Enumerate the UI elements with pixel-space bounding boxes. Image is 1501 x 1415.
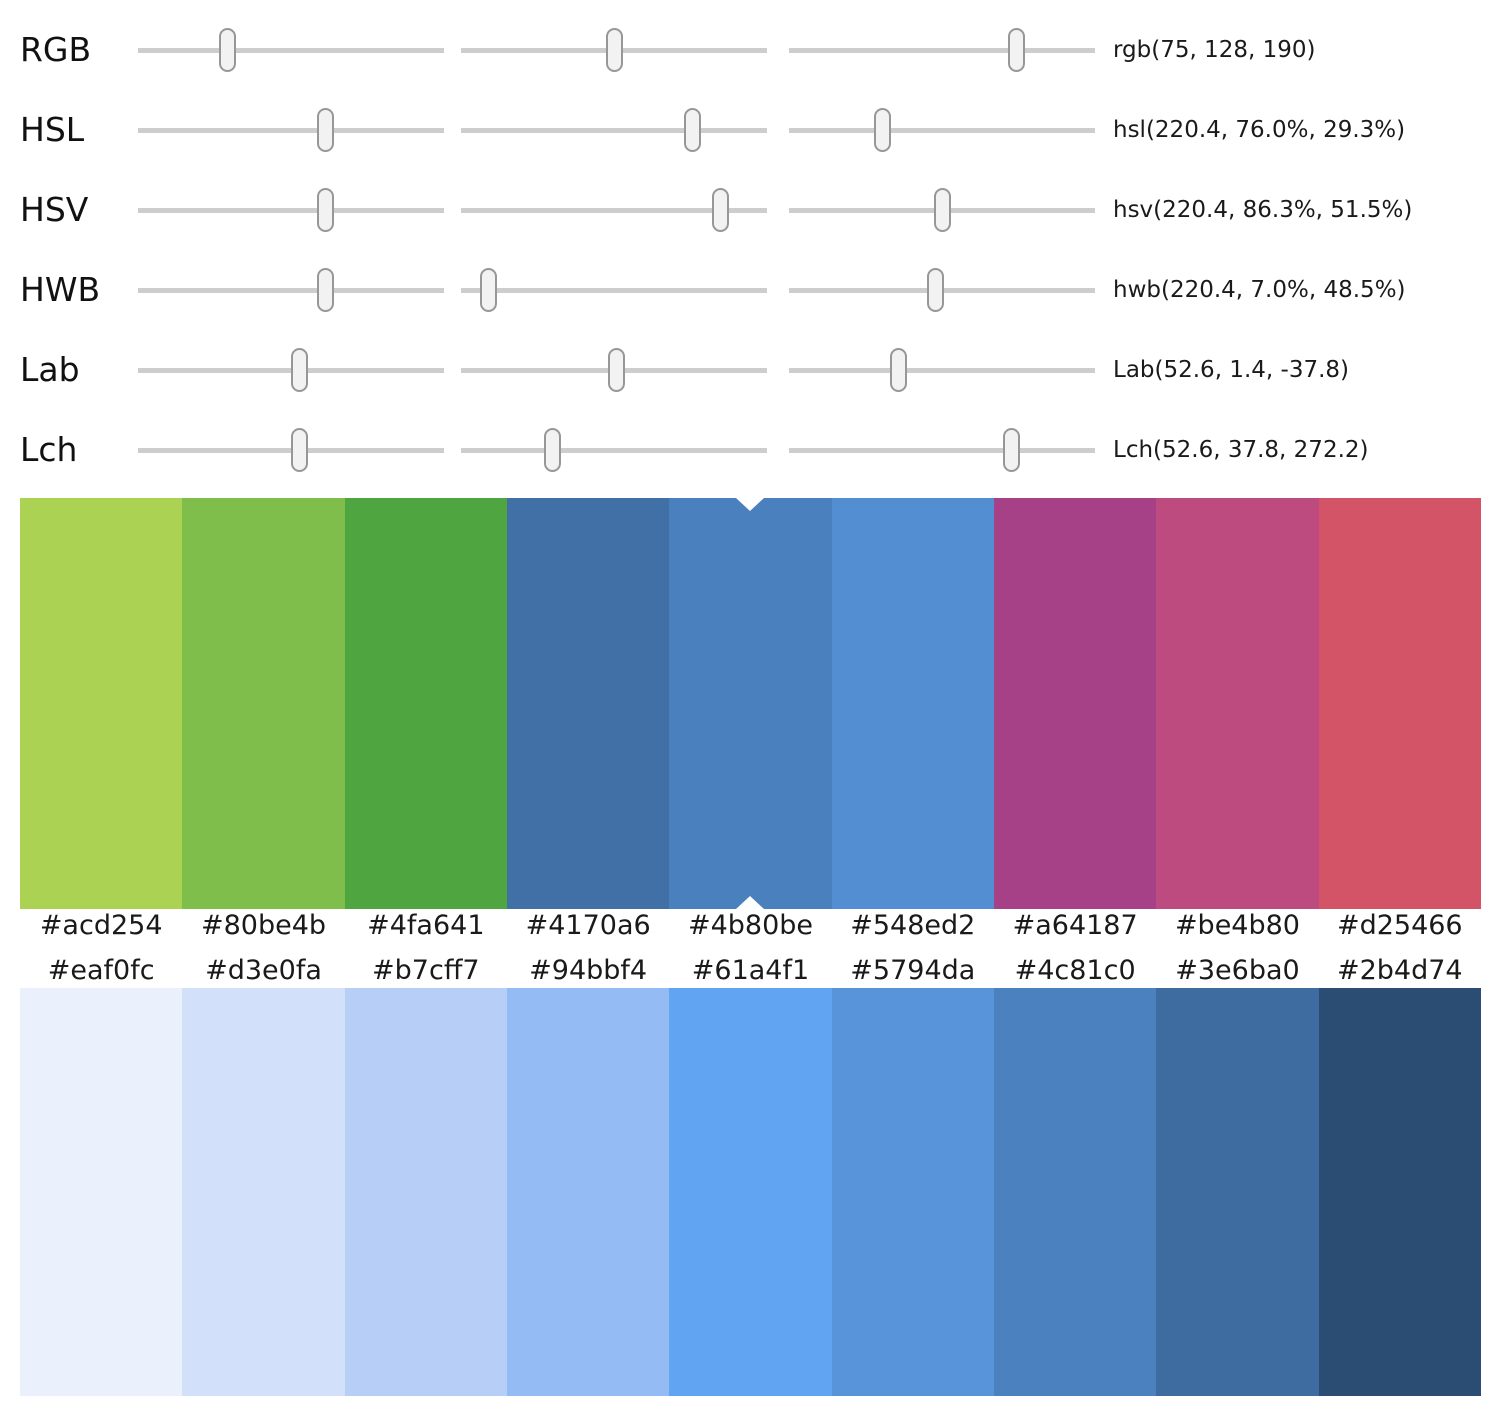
slider-group-label-hsv: HSV: [20, 190, 89, 229]
rgb-slider-thumb-2[interactable]: [606, 28, 624, 72]
lch-slider-thumb-3[interactable]: [1003, 428, 1021, 472]
lightness-hex-label-8: #3e6ba0: [1175, 954, 1300, 986]
hue-hex-label-8: #be4b80: [1174, 909, 1300, 941]
hue-hex-label-5: #4b80be: [687, 909, 813, 941]
hsv-slider-track-2[interactable]: [461, 208, 767, 213]
hue-swatch-9[interactable]: [1318, 498, 1481, 909]
lightness-hex-label-row: #eaf0fc #d3e0fa #b7cff7 #94bbf4 #61a4f1 #5794…: [20, 950, 1481, 990]
hue-hex-label-row: #acd254 #80be4b #4fa641 #4170a6 #4b80be #548e…: [20, 905, 1481, 945]
lightness-hex-label-6: #5794da: [850, 954, 976, 986]
hsv-slider-thumb-2[interactable]: [711, 188, 729, 232]
rgb-slider-thumb-3[interactable]: [1008, 28, 1026, 72]
lightness-swatch-8[interactable]: [1156, 988, 1319, 1396]
hue-swatch-8[interactable]: [1156, 498, 1319, 909]
lightness-hex-label-5: #61a4f1: [691, 954, 810, 986]
lightness-hex-label-2: #d3e0fa: [205, 954, 322, 986]
lab-slider-track-3[interactable]: [789, 368, 1095, 373]
lch-value-label: Lch(52.6, 37.8, 272.2): [1113, 437, 1369, 463]
hsl-slider-track-2[interactable]: [461, 128, 767, 133]
slider-group-label-hsl: HSL: [20, 110, 85, 149]
lightness-hex-label-3: #b7cff7: [372, 954, 480, 986]
hue-palette: [20, 498, 1481, 909]
hue-swatch-4[interactable]: [506, 498, 670, 909]
lch-slider-thumb-2[interactable]: [544, 428, 562, 472]
hsl-slider-thumb-3[interactable]: [873, 108, 891, 152]
rgb-value-label: rgb(75, 128, 190): [1113, 37, 1316, 63]
hue-swatch-2[interactable]: [182, 498, 345, 909]
hue-swatch-6[interactable]: [831, 498, 994, 909]
hwb-slider-track-2[interactable]: [461, 288, 767, 293]
hue-swatch-5[interactable]: [669, 498, 832, 909]
lightness-swatch-5[interactable]: [669, 988, 832, 1396]
lab-slider-thumb-2[interactable]: [607, 348, 625, 392]
selected-swatch-marker-top-icon: [736, 498, 765, 511]
hwb-slider-track-1[interactable]: [138, 288, 444, 293]
lightness-hex-label-7: #4c81c0: [1014, 954, 1136, 986]
hsv-slider-thumb-1[interactable]: [316, 188, 334, 232]
hwb-value-label: hwb(220.4, 7.0%, 48.5%): [1113, 277, 1406, 303]
lightness-swatch-1[interactable]: [20, 988, 183, 1396]
lightness-hex-label-4: #94bbf4: [529, 954, 648, 986]
hue-hex-label-2: #80be4b: [200, 909, 327, 941]
hue-swatch-1[interactable]: [20, 498, 183, 909]
hue-hex-label-6: #548ed2: [850, 909, 976, 941]
hue-hex-label-7: #a64187: [1012, 909, 1138, 941]
lightness-palette: [20, 988, 1481, 1396]
hsl-slider-thumb-1[interactable]: [316, 108, 334, 152]
hue-hex-label-1: #acd254: [39, 909, 163, 941]
hue-swatch-7[interactable]: [993, 498, 1157, 909]
lightness-swatch-4[interactable]: [506, 988, 670, 1396]
hue-swatch-3[interactable]: [344, 498, 507, 909]
hue-hex-label-3: #4fa641: [367, 909, 485, 941]
hsl-slider-track-3[interactable]: [789, 128, 1095, 133]
lightness-swatch-3[interactable]: [344, 988, 507, 1396]
rgb-slider-track-1[interactable]: [138, 48, 444, 53]
lch-slider-track-3[interactable]: [789, 448, 1095, 453]
hue-hex-label-9: #d25466: [1336, 909, 1463, 941]
lightness-swatch-6[interactable]: [831, 988, 994, 1396]
hsl-value-label: hsl(220.4, 76.0%, 29.3%): [1113, 117, 1406, 143]
hue-hex-label-4: #4170a6: [525, 909, 651, 941]
lightness-swatch-9[interactable]: [1318, 988, 1481, 1396]
lab-slider-thumb-1[interactable]: [291, 348, 309, 392]
lightness-swatch-7[interactable]: [993, 988, 1157, 1396]
hsv-value-label: hsv(220.4, 86.3%, 51.5%): [1113, 197, 1413, 223]
slider-group-label-rgb: RGB: [20, 30, 92, 69]
rgb-slider-track-3[interactable]: [789, 48, 1095, 53]
lab-slider-track-1[interactable]: [138, 368, 444, 373]
hsv-slider-track-1[interactable]: [138, 208, 444, 213]
selected-swatch-marker-bottom-icon: [736, 896, 765, 909]
slider-group-label-lch: Lch: [20, 430, 78, 469]
slider-group-label-lab: Lab: [20, 350, 80, 389]
lab-slider-thumb-3[interactable]: [890, 348, 908, 392]
lch-slider-track-1[interactable]: [138, 448, 444, 453]
lab-value-label: Lab(52.6, 1.4, -37.8): [1113, 357, 1349, 383]
hwb-slider-thumb-2[interactable]: [480, 268, 498, 312]
lightness-hex-label-1: #eaf0fc: [47, 954, 155, 986]
hsv-slider-thumb-3[interactable]: [933, 188, 951, 232]
lightness-hex-label-9: #2b4d74: [1336, 954, 1463, 986]
hsl-slider-track-1[interactable]: [138, 128, 444, 133]
lch-slider-track-2[interactable]: [461, 448, 767, 453]
rgb-slider-thumb-1[interactable]: [219, 28, 237, 72]
lightness-swatch-2[interactable]: [182, 988, 345, 1396]
hwb-slider-thumb-3[interactable]: [927, 268, 945, 312]
slider-group-label-hwb: HWB: [20, 270, 101, 309]
hwb-slider-thumb-1[interactable]: [316, 268, 334, 312]
hsl-slider-thumb-2[interactable]: [683, 108, 701, 152]
lch-slider-thumb-1[interactable]: [291, 428, 309, 472]
